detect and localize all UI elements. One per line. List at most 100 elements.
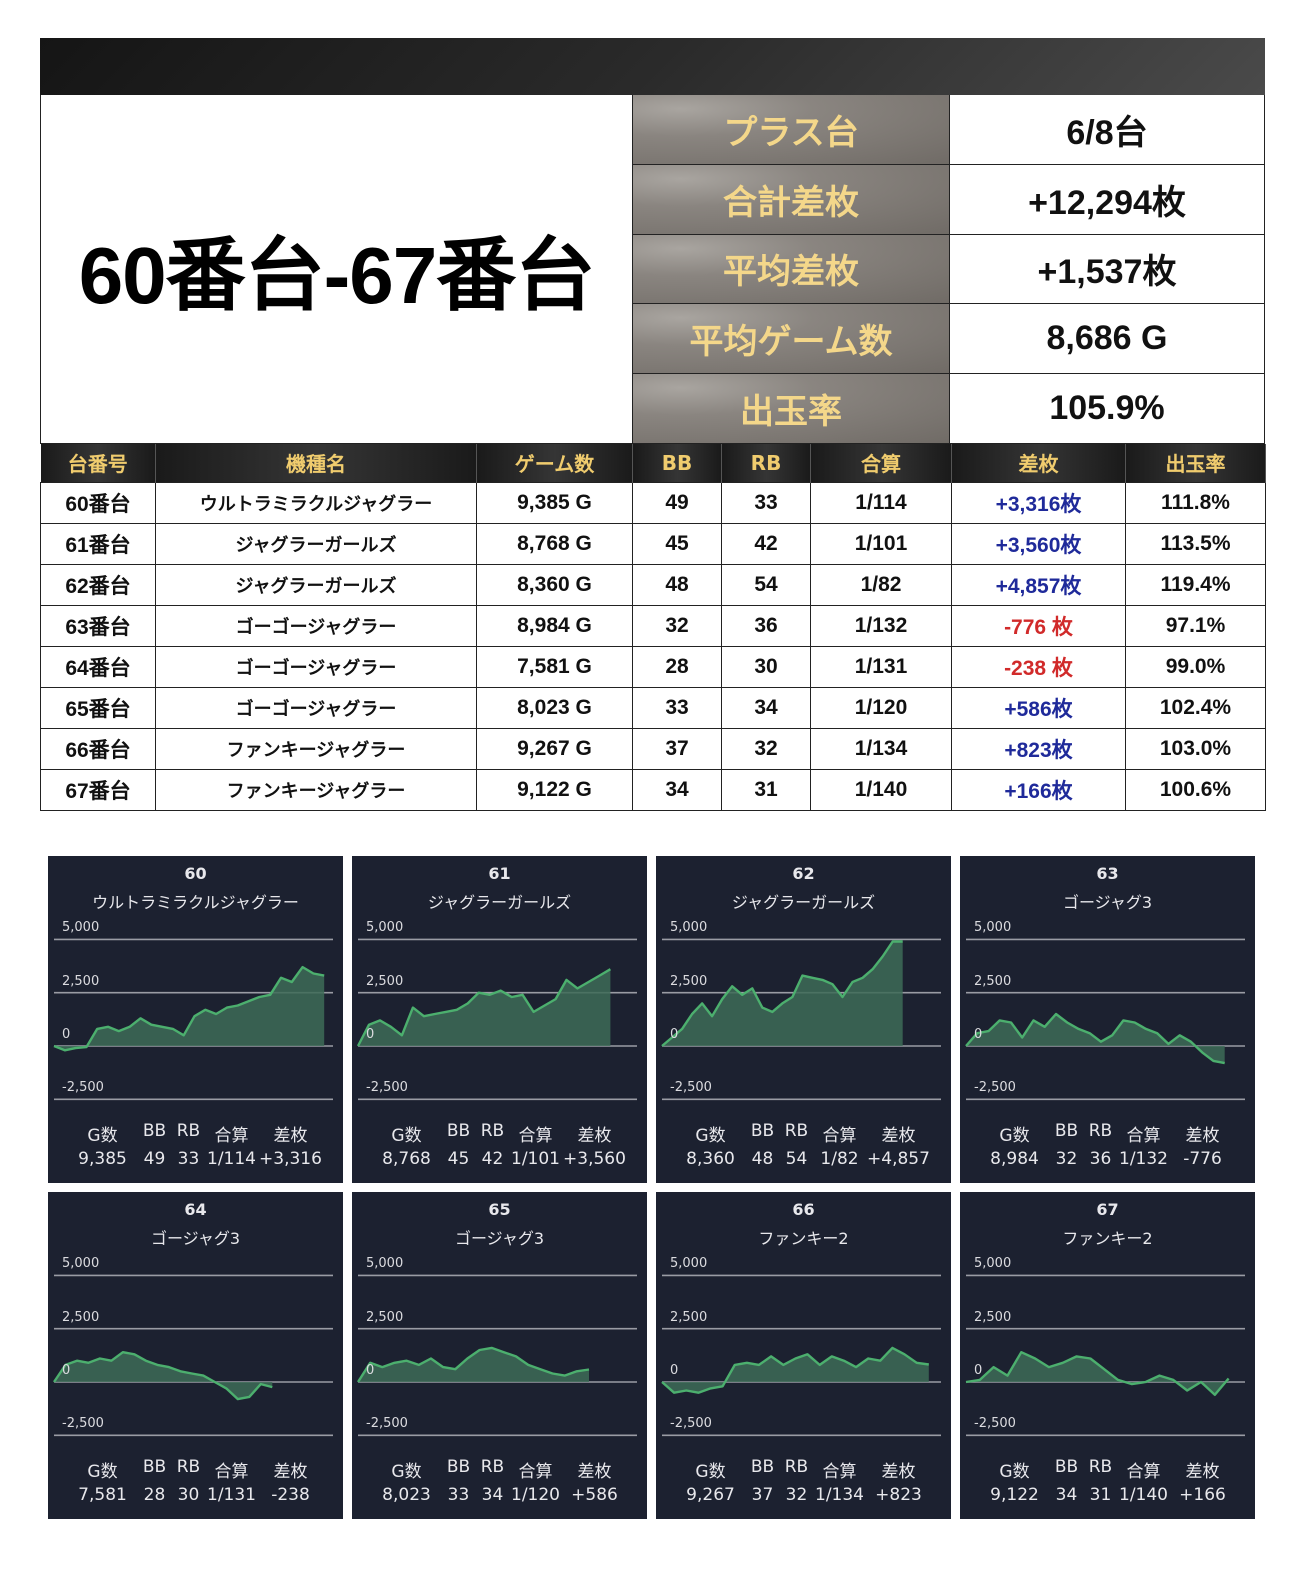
stats-value: 9,122 [990, 1485, 1039, 1505]
stats-label: 合算 [214, 1126, 249, 1146]
machine-table: 台番号 機種名 ゲーム数 BB RB 合算 差枚 出玉率 60番台 ウルトラミラク… [40, 444, 1266, 811]
stats-value: 9,385 [78, 1149, 127, 1169]
stats-label: G数 [999, 1462, 1030, 1482]
cell-model: ファンキージャグラー [155, 768, 477, 811]
area-chart [661, 938, 941, 1101]
stats-value: 8,023 [382, 1485, 431, 1505]
y-tick-label: 2,500 [62, 973, 100, 989]
area-chart [53, 938, 333, 1101]
area-chart [356, 1274, 637, 1437]
stats-value: +3,560 [563, 1149, 626, 1169]
stats-value: 31 [1089, 1485, 1112, 1505]
cell-bb: 37 [632, 727, 722, 770]
stats-value: 8,360 [686, 1149, 735, 1169]
chart-panel: 61 ジャグラーガールズ 5,000 2,500 0 -2,500 G数 BB RB… [352, 856, 647, 1183]
chart-stats-values: 8,984 32 36 1/132 -776 [960, 1149, 1255, 1169]
table-row: 60番台 ウルトラミラクルジャグラー 9,385 G 49 33 1/114 +3,316枚… [40, 481, 1266, 524]
cell-model: ファンキージャグラー [155, 727, 477, 770]
cell-rb: 31 [721, 768, 811, 811]
stats-label: 合算 [214, 1462, 249, 1482]
header-bar [40, 38, 1265, 95]
cell-rate: 99.0% [1125, 645, 1266, 688]
stats-label: 合算 [1126, 1462, 1161, 1482]
y-tick-label: 5,000 [670, 1256, 708, 1272]
stat-value: 6/8台 [1066, 113, 1148, 152]
y-tick-label: 5,000 [366, 1256, 404, 1272]
chart-machine-number: 67 [1096, 1200, 1119, 1219]
area-chart [356, 938, 637, 1101]
stats-label: 合算 [822, 1462, 857, 1482]
y-tick-label: 0 [974, 1363, 983, 1378]
stats-value: 1/120 [511, 1485, 560, 1505]
cell-games: 8,984 G [476, 604, 633, 647]
table-row: 66番台 ファンキージャグラー 9,267 G 37 32 1/134 +823枚 103.0… [40, 727, 1266, 770]
chart-stats-labels: G数 BB RB 合算 差枚 [656, 1121, 951, 1146]
chart-panel: 65 ゴージャグ3 5,000 2,500 0 -2,500 G数 BB RB 合算 差… [352, 1192, 647, 1519]
stat-value: 105.9% [1049, 389, 1165, 428]
stats-value: 7,581 [78, 1485, 127, 1505]
stats-value: 36 [1089, 1149, 1112, 1169]
header-games: ゲーム数 [476, 444, 633, 482]
stats-label: RB [176, 1457, 201, 1477]
header-model: 機種名 [155, 444, 477, 482]
stats-label: 差枚 [273, 1126, 308, 1146]
stats-value: 33 [177, 1149, 200, 1169]
cell-diff: +4,857枚 [951, 563, 1126, 606]
cell-rb: 54 [721, 563, 811, 606]
stats-label: 差枚 [273, 1462, 308, 1482]
y-tick-label: -2,500 [366, 1416, 408, 1432]
y-tick-label: -2,500 [62, 1416, 104, 1432]
title-cell: 60番台-67番台 [41, 95, 633, 443]
cell-combined: 1/120 [810, 686, 952, 729]
cell-bb: 28 [632, 645, 722, 688]
cell-diff: +823枚 [951, 727, 1126, 770]
stats-value: 34 [1055, 1485, 1078, 1505]
stats-label: G数 [87, 1462, 118, 1482]
y-tick-label: 2,500 [974, 1309, 1012, 1325]
cell-games: 9,385 G [476, 481, 633, 524]
stats-value: 1/101 [511, 1149, 560, 1169]
cell-model: ウルトラミラクルジャグラー [155, 481, 477, 524]
stats-value: 42 [481, 1149, 504, 1169]
stats-label: G数 [391, 1462, 422, 1482]
y-tick-label: 0 [670, 1363, 679, 1378]
cell-diff: +3,560枚 [951, 522, 1126, 565]
cell-rate: 102.4% [1125, 686, 1266, 729]
y-tick-label: 2,500 [62, 1309, 100, 1325]
cell-model: ジャグラーガールズ [155, 563, 477, 606]
stat-average-diff: 平均差枚 +1,537枚 [633, 234, 1264, 305]
chart-stats-values: 8,023 33 34 1/120 +586 [352, 1485, 647, 1505]
cell-rate: 111.8% [1125, 481, 1266, 524]
cell-diff: +166枚 [951, 768, 1126, 811]
chart-stats-values: 8,768 45 42 1/101 +3,560 [352, 1149, 647, 1169]
chart-machine-number: 63 [1096, 864, 1119, 883]
cell-rate: 100.6% [1125, 768, 1266, 811]
cell-rb: 32 [721, 727, 811, 770]
cell-diff: +586枚 [951, 686, 1126, 729]
y-tick-label: 0 [62, 1363, 71, 1378]
area-chart [53, 1274, 333, 1437]
stat-plus-machines: プラス台 6/8台 [633, 95, 1264, 165]
header-rate: 出玉率 [1125, 444, 1266, 482]
header-combined: 合算 [810, 444, 952, 482]
page-title: 60番台-67番台 [78, 231, 596, 320]
chart-machine-number: 62 [792, 864, 815, 883]
y-tick-label: 5,000 [974, 1256, 1012, 1272]
stats-label: 差枚 [881, 1462, 916, 1482]
stats-value: 48 [751, 1149, 774, 1169]
chart-stats-values: 9,122 34 31 1/140 +166 [960, 1485, 1255, 1505]
stats-label: 差枚 [1185, 1126, 1220, 1146]
stats-label: BB [142, 1121, 167, 1141]
summary-stats: プラス台 6/8台 合計差枚 +12,294枚 平均差枚 +1,537枚 平均ゲ… [633, 95, 1264, 443]
table-row: 64番台 ゴーゴージャグラー 7,581 G 28 30 1/131 -238 枚 99.0% [40, 645, 1266, 688]
stats-label: G数 [695, 1462, 726, 1482]
cell-bb: 49 [632, 481, 722, 524]
stat-value: 8,686 G [1046, 319, 1168, 358]
chart-stats-labels: G数 BB RB 合算 差枚 [656, 1457, 951, 1482]
table-header-row: 台番号 機種名 ゲーム数 BB RB 合算 差枚 出玉率 [40, 444, 1266, 482]
y-tick-label: 0 [366, 1027, 375, 1042]
stats-value: 1/140 [1119, 1485, 1168, 1505]
y-tick-label: 0 [366, 1363, 375, 1378]
stats-label: G数 [87, 1126, 118, 1146]
cell-games: 8,023 G [476, 686, 633, 729]
